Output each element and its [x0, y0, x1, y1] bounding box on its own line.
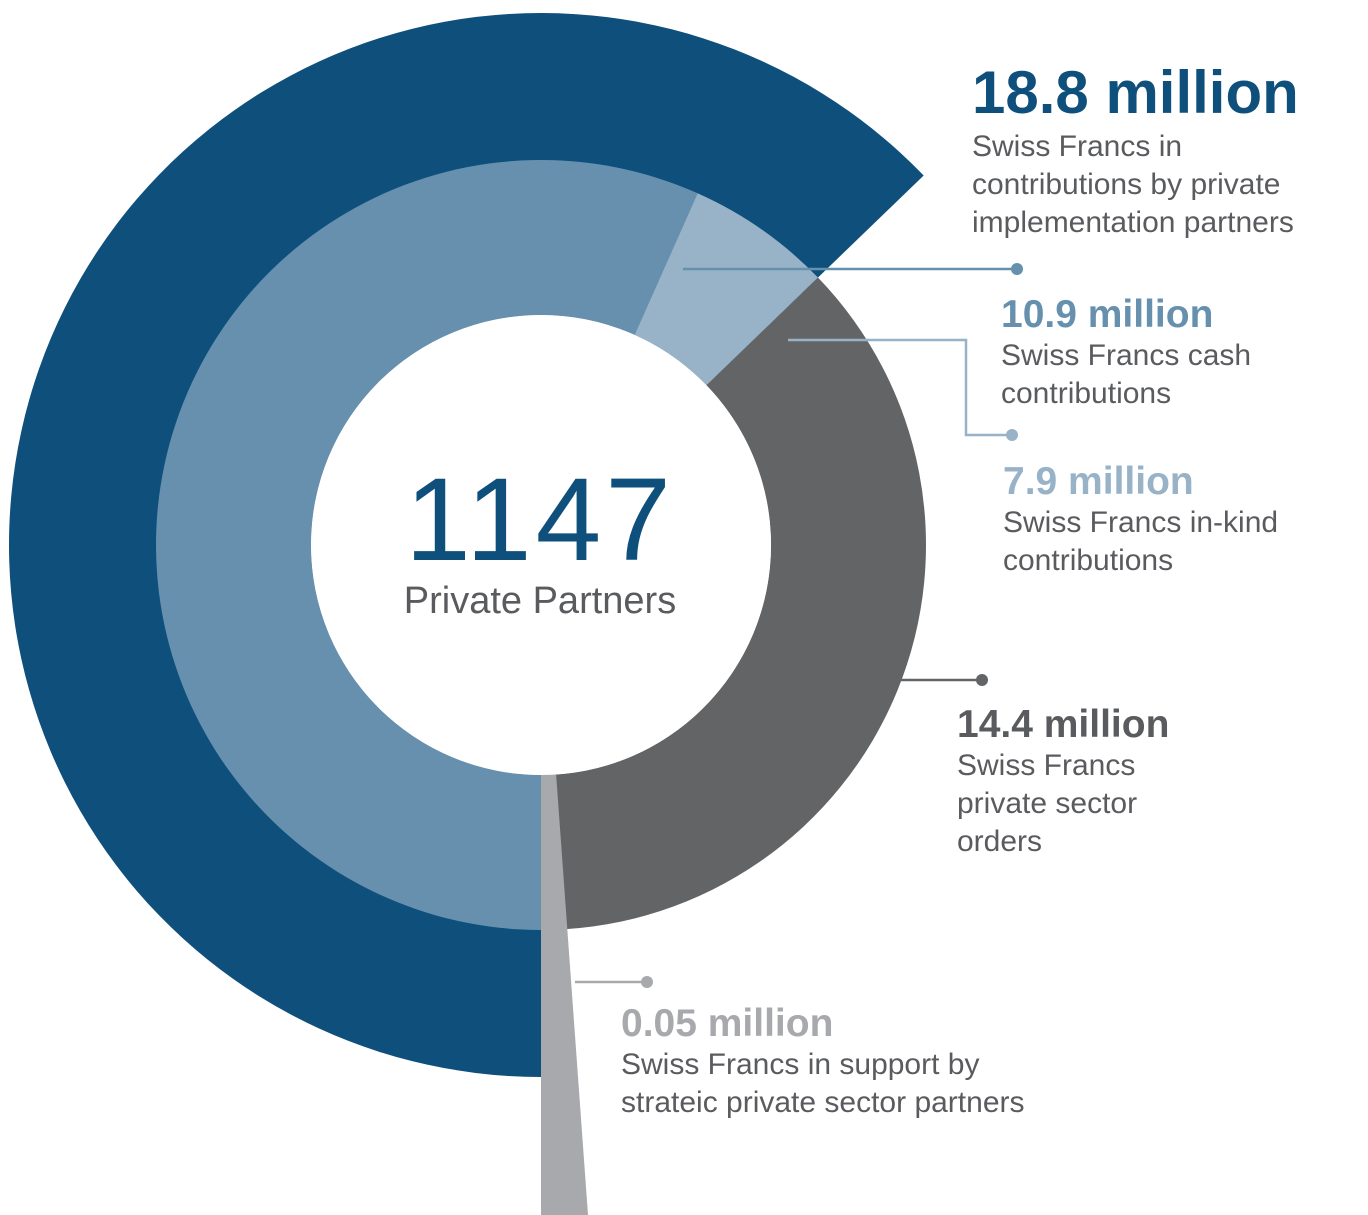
- in-kind-value: 7.9 million: [1003, 460, 1194, 503]
- strategic-value: 0.05 million: [621, 1002, 834, 1045]
- center-total: 1147 Private Partners: [330, 460, 750, 622]
- implementation-desc-line: contributions by private: [972, 168, 1281, 201]
- cash-desc-line: contributions: [1001, 377, 1172, 410]
- orders-label: 14.4 million Swiss Francs private sector…: [957, 703, 1169, 861]
- orders-desc-line: private sector: [957, 787, 1138, 820]
- orders-value: 14.4 million: [957, 703, 1170, 746]
- in-kind-leader-line: [788, 338, 1012, 437]
- implementation-value: 18.8 million: [972, 59, 1299, 126]
- cash-leader-dot: [1011, 263, 1023, 275]
- in-kind-contributions-arc: [634, 193, 818, 386]
- in-kind-leader-dot: [1006, 429, 1018, 441]
- center-hole: [311, 315, 771, 775]
- in-kind-desc-line: contributions: [1003, 544, 1174, 577]
- strategic-partners-wedge: [541, 773, 588, 1215]
- partner-count-label: Private Partners: [403, 580, 677, 622]
- implementation-desc-line: implementation partners: [972, 206, 1294, 239]
- in-kind-label: 7.9 million Swiss Francs in-kind contrib…: [1003, 460, 1278, 580]
- orders-leader-dot: [976, 674, 988, 686]
- strategic-leader-dot: [641, 976, 653, 988]
- cash-contributions-arc: [155, 159, 698, 930]
- cash-value: 10.9 million: [1001, 293, 1214, 336]
- cash-label: 10.9 million Swiss Francs cash contribut…: [1001, 293, 1251, 413]
- orders-desc-line: orders: [957, 825, 1043, 858]
- strategic-desc-line: strateic private sector partners: [621, 1086, 1025, 1119]
- implementation-label: 18.8 million Swiss Francs in contributio…: [972, 58, 1299, 242]
- in-kind-desc-line: Swiss Francs in-kind: [1003, 506, 1279, 539]
- orders-desc-line: Swiss Francs: [957, 749, 1136, 782]
- private-sector-orders-arc: [547, 277, 926, 930]
- cash-desc-line: Swiss Francs cash: [1001, 339, 1252, 372]
- implementation-desc-line: Swiss Francs in: [972, 130, 1183, 163]
- strategic-desc-line: Swiss Francs in support by: [621, 1048, 980, 1081]
- strategic-label: 0.05 million Swiss Francs in support by …: [621, 1002, 1025, 1122]
- partner-count: 1147: [405, 454, 675, 586]
